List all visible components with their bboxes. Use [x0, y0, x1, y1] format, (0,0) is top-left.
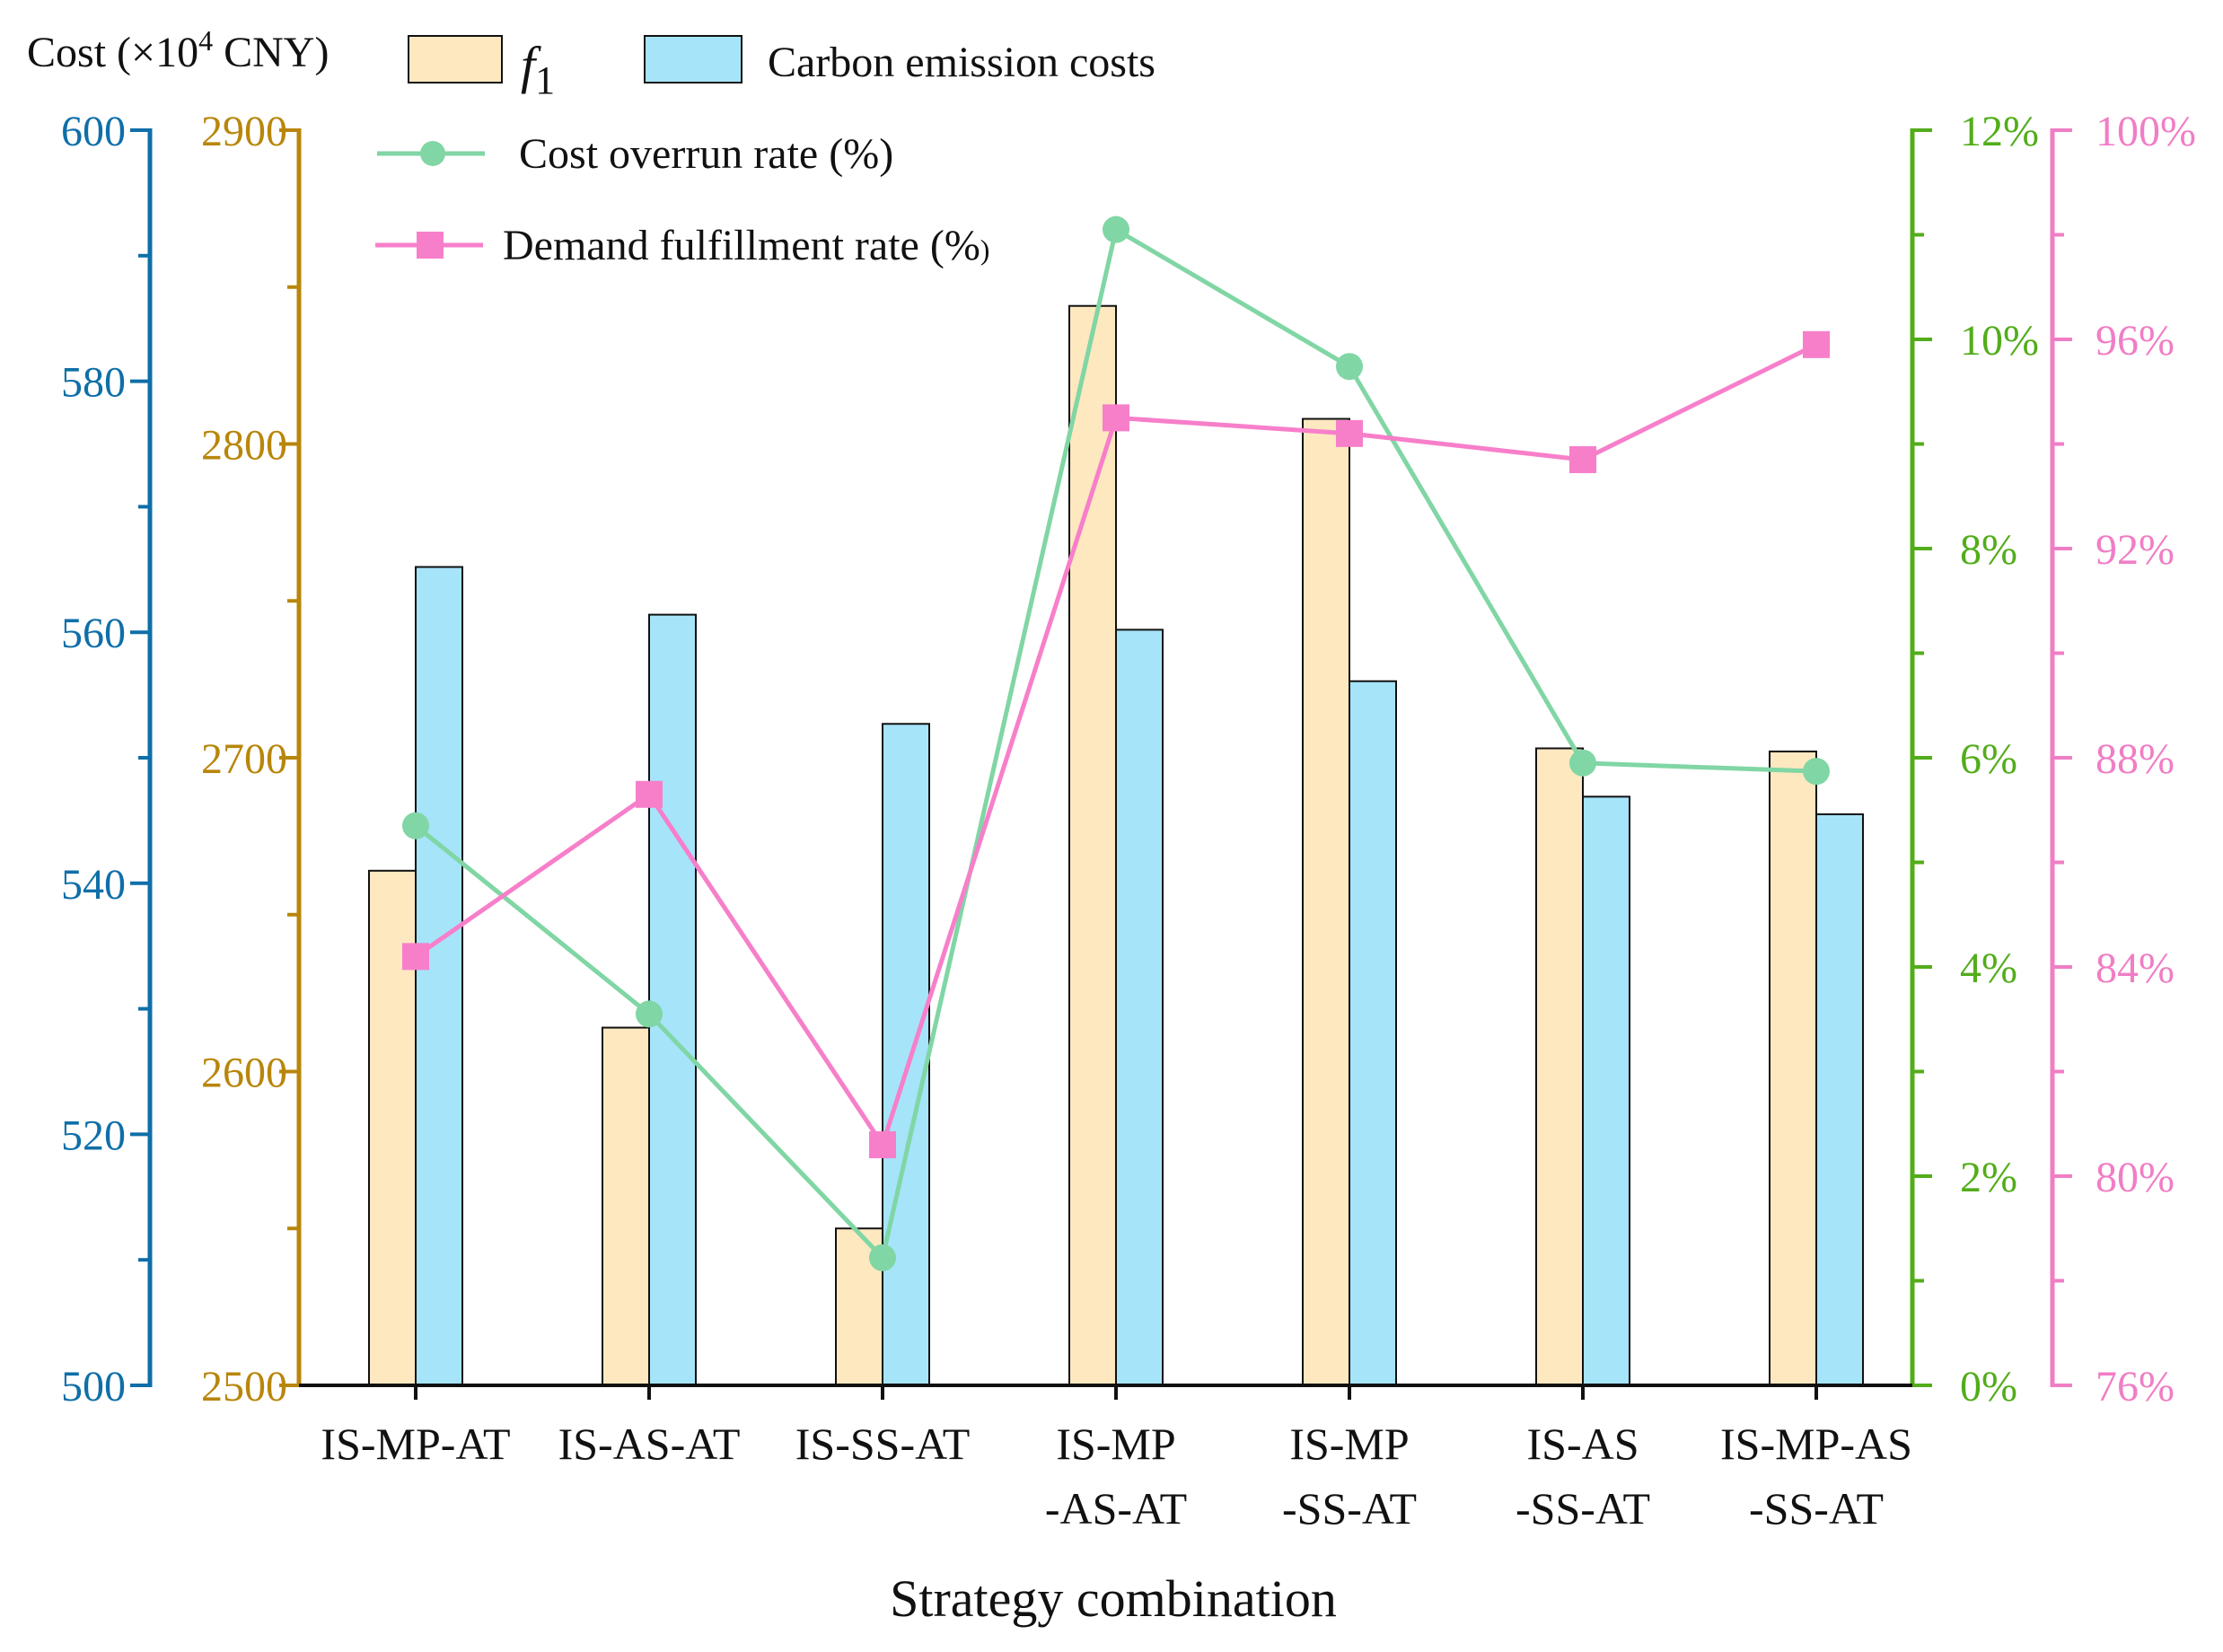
- tick-label-f1-2800: 2800: [201, 422, 287, 470]
- bar-f1-7: [1769, 751, 1817, 1386]
- bar-carbon-4: [1115, 628, 1164, 1386]
- tick-label-demand-88: 88%: [2096, 735, 2175, 783]
- x-axis-title: Strategy combination: [890, 1569, 1337, 1628]
- x-tick-label-4-2: -AS-AT: [1045, 1483, 1187, 1533]
- x-tick-label-6-2: -SS-AT: [1516, 1483, 1650, 1533]
- bar-carbon-3: [882, 723, 930, 1386]
- x-tick-label-3-1: IS-SS-AT: [795, 1419, 970, 1469]
- point-cost-overrun-7: [1803, 758, 1830, 786]
- legend-demand-marker: [417, 232, 444, 259]
- tick-label-overrun-12: 12%: [1960, 108, 2039, 155]
- bar-carbon-1: [415, 566, 463, 1386]
- cost-label-suffix: CNY): [213, 29, 329, 76]
- legend-carbon-swatch: [644, 35, 742, 83]
- tick-label-overrun-4: 4%: [1960, 945, 2017, 992]
- tick-label-f1-2700: 2700: [201, 735, 287, 783]
- tick-label-demand-80: 80%: [2096, 1154, 2175, 1201]
- bar-carbon-2: [648, 613, 697, 1386]
- x-tick-label-1-1: IS-MP-AT: [321, 1419, 510, 1469]
- point-cost-overrun-1: [402, 812, 429, 839]
- bar-carbon-7: [1815, 813, 1864, 1386]
- tick-label-f1-2500: 2500: [201, 1363, 287, 1410]
- point-cost-overrun-5: [1336, 353, 1363, 381]
- point-demand-fulfillment-7: [1803, 330, 1830, 358]
- tick-label-f1-2600: 2600: [201, 1050, 287, 1097]
- tick-label-carbon-500: 500: [61, 1363, 126, 1410]
- x-tick-label-5-2: -SS-AT: [1282, 1483, 1417, 1533]
- cost-label-exponent: 4: [198, 24, 213, 57]
- legend-f1-sub: 1: [535, 58, 555, 102]
- tick-label-demand-92: 92%: [2096, 526, 2175, 574]
- lines-layer: [402, 215, 1830, 1271]
- tick-label-demand-96: 96%: [2096, 317, 2175, 365]
- tick-label-overrun-0: 0%: [1960, 1363, 2017, 1410]
- x-tick-label-6-1: IS-AS: [1526, 1419, 1639, 1469]
- bar-f1-5: [1302, 417, 1350, 1386]
- x-tick-label-7-1: IS-MP-AS: [1720, 1419, 1912, 1469]
- tick-label-overrun-2: 2%: [1960, 1154, 2017, 1201]
- legend-f1-label: f1: [521, 36, 555, 102]
- point-demand-fulfillment-5: [1336, 419, 1363, 447]
- bar-carbon-6: [1582, 795, 1630, 1386]
- x-tick-label-2-1: IS-AS-AT: [558, 1419, 741, 1469]
- cost-label-prefix: Cost (×10: [27, 29, 198, 76]
- legend-carbon-label: Carbon emission costs: [768, 39, 1155, 86]
- point-demand-fulfillment-2: [636, 780, 663, 808]
- tick-label-demand-100: 100%: [2096, 108, 2196, 155]
- legend-demand-tail: ): [980, 233, 990, 266]
- legend: f1 Carbon emission costs Cost overrun ra…: [375, 35, 1155, 269]
- bar-f1-6: [1535, 747, 1584, 1386]
- legend-demand-label: Demand fulfillment rate (%): [503, 222, 989, 269]
- tick-label-overrun-8: 8%: [1960, 526, 2017, 574]
- point-cost-overrun-2: [636, 1000, 663, 1028]
- x-tick-label-4-1: IS-MP: [1056, 1419, 1175, 1469]
- x-tick-labels: IS-MP-AT IS-AS-AT IS-SS-AT IS-MP -AS-AT IS-MP…: [321, 1419, 1912, 1533]
- tick-label-overrun-10: 10%: [1960, 317, 2039, 365]
- tick-label-carbon-540: 540: [61, 861, 126, 909]
- legend-overrun-label: Cost overrun rate (%): [519, 130, 893, 178]
- bars-layer: [368, 304, 1864, 1387]
- tick-label-demand-84: 84%: [2096, 945, 2175, 992]
- bar-f1-2: [602, 1026, 650, 1386]
- x-tick-label-5-1: IS-MP: [1289, 1419, 1409, 1469]
- point-cost-overrun-6: [1569, 749, 1596, 777]
- point-demand-fulfillment-4: [1103, 404, 1129, 432]
- legend-demand-main: Demand fulfillment rate (%: [503, 222, 980, 269]
- point-cost-overrun-3: [869, 1243, 896, 1271]
- cost-axis-unit-label: Cost (×104 CNY): [27, 24, 329, 76]
- tick-label-carbon-600: 600: [61, 108, 126, 155]
- bar-f1-4: [1068, 304, 1117, 1387]
- tick-label-carbon-560: 560: [61, 610, 126, 657]
- x-tick-label-7-2: -SS-AT: [1749, 1483, 1884, 1533]
- legend-f1-swatch: [408, 35, 503, 83]
- point-demand-fulfillment-3: [869, 1131, 896, 1159]
- tick-label-overrun-6: 6%: [1960, 735, 2017, 783]
- tick-label-carbon-580: 580: [61, 359, 126, 407]
- bar-carbon-5: [1349, 680, 1397, 1386]
- legend-overrun-marker: [420, 141, 445, 166]
- point-cost-overrun-4: [1103, 215, 1129, 243]
- point-demand-fulfillment-6: [1569, 445, 1596, 473]
- tick-label-carbon-520: 520: [61, 1112, 126, 1159]
- tick-label-demand-76: 76%: [2096, 1363, 2175, 1410]
- tick-label-f1-2900: 2900: [201, 108, 287, 155]
- point-demand-fulfillment-1: [402, 943, 429, 971]
- axes-layer: 500 520 540 560 580 600 2500 2600 2700 2800 2900 0%…: [61, 108, 2196, 1410]
